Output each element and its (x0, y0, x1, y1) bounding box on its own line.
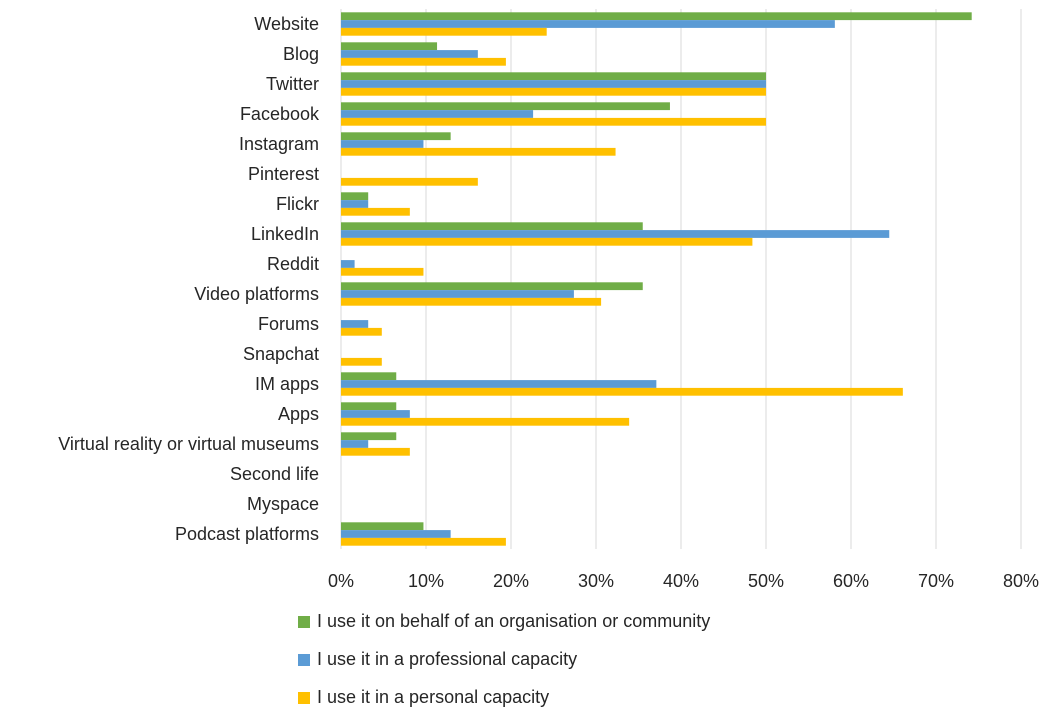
category-label: Myspace (247, 494, 319, 514)
bar (341, 27, 547, 36)
bar (341, 50, 478, 58)
legend-item-organisation: I use it on behalf of an organisation or… (298, 611, 711, 631)
bar (341, 290, 574, 298)
bar (341, 297, 602, 306)
bar (341, 230, 890, 238)
bar (341, 200, 369, 208)
legend-item-personal: I use it in a personal capacity (298, 687, 710, 707)
bar (341, 387, 903, 396)
category-label: Website (254, 14, 319, 34)
bar (341, 87, 766, 96)
legend-label: I use it in a personal capacity (317, 687, 550, 707)
bar (341, 147, 616, 156)
bar (341, 372, 397, 381)
chart-legend: I use it on behalf of an organisation or… (298, 611, 711, 726)
bar (341, 327, 382, 336)
bar (341, 237, 753, 246)
bar (341, 80, 766, 88)
bar (341, 132, 451, 141)
x-tick-label: 20% (493, 571, 529, 591)
category-label: Virtual reality or virtual museums (58, 434, 319, 454)
category-label: Second life (230, 464, 319, 484)
x-tick-label: 30% (578, 571, 614, 591)
x-tick-label: 60% (833, 571, 869, 591)
legend-label: I use it on behalf of an organisation or… (317, 611, 711, 631)
bar (341, 530, 451, 538)
category-label: Instagram (239, 134, 319, 154)
bar (341, 267, 424, 276)
bar (341, 432, 397, 441)
category-label: Pinterest (248, 164, 319, 184)
category-label: Twitter (266, 74, 319, 94)
bar (341, 192, 369, 201)
bar (341, 207, 410, 216)
bar (341, 537, 506, 546)
x-tick-label: 0% (328, 571, 354, 591)
bar (341, 282, 643, 291)
x-tick-label: 10% (408, 571, 444, 591)
legend-item-professional: I use it in a professional capacity (298, 649, 710, 669)
bar (341, 440, 369, 448)
category-label: IM apps (255, 374, 319, 394)
bar (341, 140, 424, 148)
bar (341, 447, 410, 456)
bar (341, 522, 424, 531)
legend-swatch-green (298, 615, 310, 628)
bar (341, 110, 534, 118)
bar (341, 177, 478, 186)
category-label: Snapchat (243, 344, 319, 364)
category-label: Flickr (276, 194, 319, 214)
category-label: Podcast platforms (175, 524, 319, 544)
category-label: Forums (258, 314, 319, 334)
bar (341, 260, 355, 268)
bar (341, 410, 410, 418)
category-label: Facebook (240, 104, 320, 124)
legend-swatch-blue (298, 653, 310, 666)
bar-chart: 0% 10% 20% 30% 40% 50% 60% 70% 80% Website Blog Twi… (58, 9, 1039, 591)
bar (341, 72, 766, 81)
bar (341, 320, 369, 328)
bar (341, 12, 972, 21)
legend-label: I use it in a professional capacity (317, 649, 578, 669)
category-label: Apps (278, 404, 319, 424)
bar (341, 402, 397, 411)
x-tick-label: 40% (663, 571, 699, 591)
category-label: Video platforms (194, 284, 319, 304)
x-tick-label: 50% (748, 571, 784, 591)
bar (341, 20, 835, 28)
bar (341, 380, 657, 388)
bar (341, 57, 506, 66)
legend-swatch-yellow (298, 691, 310, 704)
category-label: LinkedIn (251, 224, 319, 244)
bar (341, 417, 630, 426)
bar (341, 117, 766, 126)
bar (341, 357, 382, 366)
x-tick-label: 80% (1003, 571, 1039, 591)
bar (341, 42, 438, 51)
x-tick-label: 70% (918, 571, 954, 591)
bar (341, 102, 670, 111)
category-label: Reddit (267, 254, 319, 274)
category-label: Blog (283, 44, 319, 64)
bar (341, 222, 643, 231)
